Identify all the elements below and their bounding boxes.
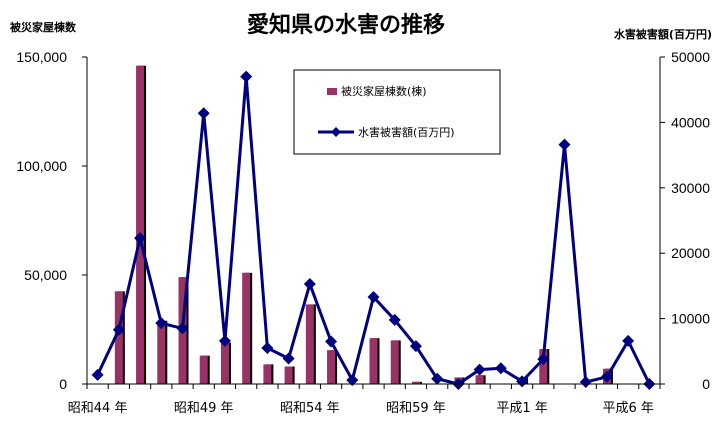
x-tick-label: 昭和44 年 [68,401,128,416]
tick-labels: 0 50,000 100,000 150,000 0 10000 20000 30000 400… [16,49,710,416]
left-tick-label: 50,000 [24,267,67,283]
left-axis-title: 被災家屋棟数 [10,20,77,34]
line-point [261,342,274,355]
bar [327,350,336,384]
legend-box [293,69,501,155]
line-point [112,323,125,336]
line-point [325,335,338,348]
bar [284,366,293,384]
bar [475,375,484,384]
x-tick-label: 昭和54 年 [280,401,340,416]
line-point [176,322,189,335]
line-point [303,277,316,290]
line-point [197,107,210,120]
legend-bar-swatch [327,88,337,95]
bar [411,381,420,384]
axes [82,56,665,389]
bar [539,349,548,384]
line-point [579,376,592,389]
line-point [473,363,486,376]
bar [157,320,166,384]
line-point [282,352,295,365]
line-point [388,313,401,326]
chart-title: 愛知県の水害の推移 [247,12,445,38]
legend-bar-label: 被災家屋棟数(棟) [341,84,427,98]
line-series [91,70,656,390]
line-point [367,291,380,304]
legend-line-label: 水害被害額(百万円) [358,125,455,139]
bar [305,304,314,384]
right-tick-label: 40000 [671,114,710,130]
line-point [155,317,168,330]
bar [136,65,145,384]
line-point [431,372,444,385]
bar [369,338,378,384]
line-point [494,362,507,375]
bar [263,364,272,384]
left-tick-label: 100,000 [16,158,67,174]
line-point [600,370,613,383]
x-tick-label: 平成1 年 [496,401,547,416]
right-axis-title: 水害被害額(百万円) [614,27,712,41]
x-tick-label: 昭和59 年 [386,401,446,416]
line-point [91,368,104,381]
x-tick-label: 平成6 年 [602,401,653,416]
right-tick-label: 20000 [671,245,710,261]
left-tick-label: 0 [59,376,67,392]
bar [242,272,251,384]
bar [390,340,399,384]
right-tick-label: 0 [702,376,710,392]
right-tick-label: 50000 [671,49,710,65]
legend: 被災家屋棟数(棟) 水害被害額(百万円) [293,69,501,155]
line-point [537,353,550,366]
line-point [558,138,571,151]
line-point [218,334,231,347]
left-tick-label: 150,000 [16,49,67,65]
right-tick-label: 10000 [671,311,710,327]
right-tick-label: 30000 [671,180,710,196]
bar [220,342,229,384]
legend-line-marker [331,127,341,137]
line-point [240,70,253,83]
line-point [622,334,635,347]
x-tick-label: 昭和49 年 [174,401,234,416]
line-point [409,340,422,353]
bar [114,291,123,384]
bar [199,355,208,384]
line-point [134,232,147,245]
line-point [346,374,359,387]
